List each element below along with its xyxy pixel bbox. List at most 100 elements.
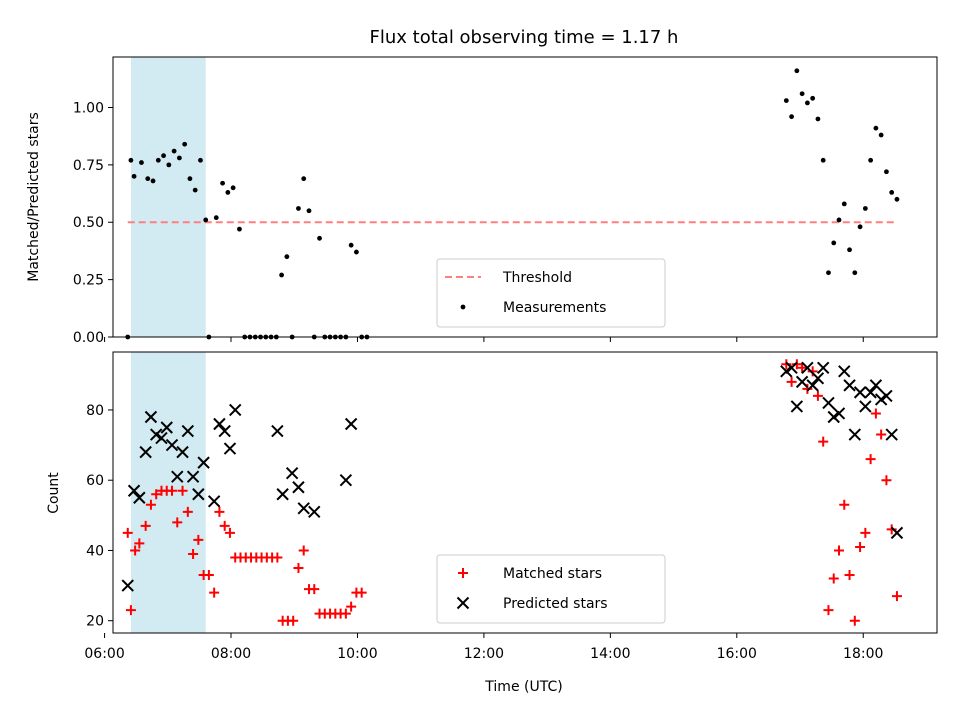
matched-point [791, 359, 802, 370]
measurement-point [220, 180, 225, 186]
measurement-point [176, 155, 182, 161]
predicted-point [285, 466, 299, 480]
measurement-point [857, 224, 863, 230]
measurement-point [852, 270, 858, 276]
matched-point [891, 591, 902, 602]
predicted-point [853, 386, 867, 399]
measurement-point [237, 226, 242, 232]
measurement-point [198, 157, 203, 163]
matched-point [182, 506, 193, 517]
top-y-tick-label: 0.75 [73, 158, 104, 174]
measurement-point [894, 196, 900, 202]
matched-point [167, 485, 178, 496]
measurement-point [317, 235, 322, 241]
measurement-point [301, 176, 307, 182]
matched-point [193, 534, 204, 545]
measurement-point [155, 157, 161, 163]
bottom-y-tick-label: 20 [86, 614, 104, 630]
predicted-point [780, 365, 793, 378]
top-y-tick-label: 0.25 [73, 273, 104, 289]
predicted-point [816, 361, 830, 375]
top-shaded-region [130, 57, 206, 337]
measurement-point [815, 116, 821, 122]
matched-point [224, 527, 235, 538]
measurement-point [182, 141, 188, 147]
measurement-point [139, 160, 144, 165]
matched-point [834, 545, 845, 556]
matched-point [203, 570, 214, 581]
predicted-point [838, 365, 851, 378]
measurement-point [348, 242, 354, 248]
matched-point [865, 454, 876, 465]
matched-point [309, 584, 320, 595]
matched-point [781, 359, 792, 370]
matched-point [886, 524, 897, 535]
predicted-point [197, 456, 210, 469]
matched-point [288, 615, 299, 626]
predicted-point [127, 484, 141, 497]
x-tick-label: 18:00 [843, 646, 883, 662]
predicted-point [832, 407, 846, 420]
matched-point [823, 605, 834, 616]
predicted-point [276, 488, 289, 501]
predicted-point [801, 361, 814, 375]
predicted-point [213, 417, 226, 431]
x-tick-label: 12:00 [464, 646, 504, 662]
measurement-point [171, 148, 177, 154]
predicted-point [121, 579, 134, 592]
measurement-point [131, 173, 137, 179]
measurement-point [826, 270, 831, 276]
matched-point [876, 429, 887, 440]
matched-point [340, 608, 351, 619]
measurement-point [354, 249, 359, 255]
measurement-point [213, 215, 219, 221]
predicted-point [885, 428, 898, 441]
measurement-point [794, 68, 800, 74]
predicted-point [176, 445, 189, 459]
matched-point [818, 436, 829, 447]
x-axis-label: Time (UTC) [484, 679, 562, 695]
bottom-y-axis-label: Count [46, 472, 62, 514]
predicted-point [149, 428, 163, 441]
measurement-point [868, 157, 874, 163]
matched-point [188, 548, 199, 559]
measurement-point [847, 247, 852, 253]
measurement-point [306, 208, 312, 214]
predicted-point [192, 488, 205, 501]
matched-point [145, 499, 156, 510]
predicted-point [890, 526, 904, 540]
bottom-series-2 [121, 361, 904, 592]
predicted-point [790, 400, 804, 413]
x-tick-label: 06:00 [84, 646, 124, 662]
predicted-point [795, 375, 809, 389]
matched-point [209, 587, 220, 598]
top-y-axis-label: Matched/Predicted stars [26, 112, 42, 282]
predicted-point [822, 396, 835, 410]
matched-point [881, 475, 892, 486]
matched-point [272, 552, 283, 563]
predicted-point [843, 379, 856, 392]
bottom-series-1 [122, 359, 902, 626]
measurement-point [145, 176, 151, 182]
legend-entry-label: Measurements [503, 300, 606, 316]
predicted-point [864, 386, 877, 399]
matched-point [849, 615, 860, 626]
predicted-point [785, 361, 798, 375]
predicted-point [165, 438, 179, 452]
matched-point [828, 573, 839, 584]
measurement-point [166, 162, 172, 168]
top-y-tick-label: 0.00 [73, 330, 104, 346]
top-series-1 [125, 68, 900, 340]
legend-entry-label: Predicted stars [503, 596, 608, 612]
measurement-point [873, 125, 879, 131]
predicted-point [171, 470, 184, 483]
predicted-point [308, 505, 321, 519]
predicted-point [880, 389, 893, 403]
matched-point [839, 499, 850, 510]
predicted-point [207, 495, 221, 508]
predicted-point [218, 424, 231, 438]
predicted-point [827, 410, 840, 424]
x-tick-label: 14:00 [590, 646, 630, 662]
matched-point [214, 506, 225, 517]
measurement-point [192, 187, 198, 193]
